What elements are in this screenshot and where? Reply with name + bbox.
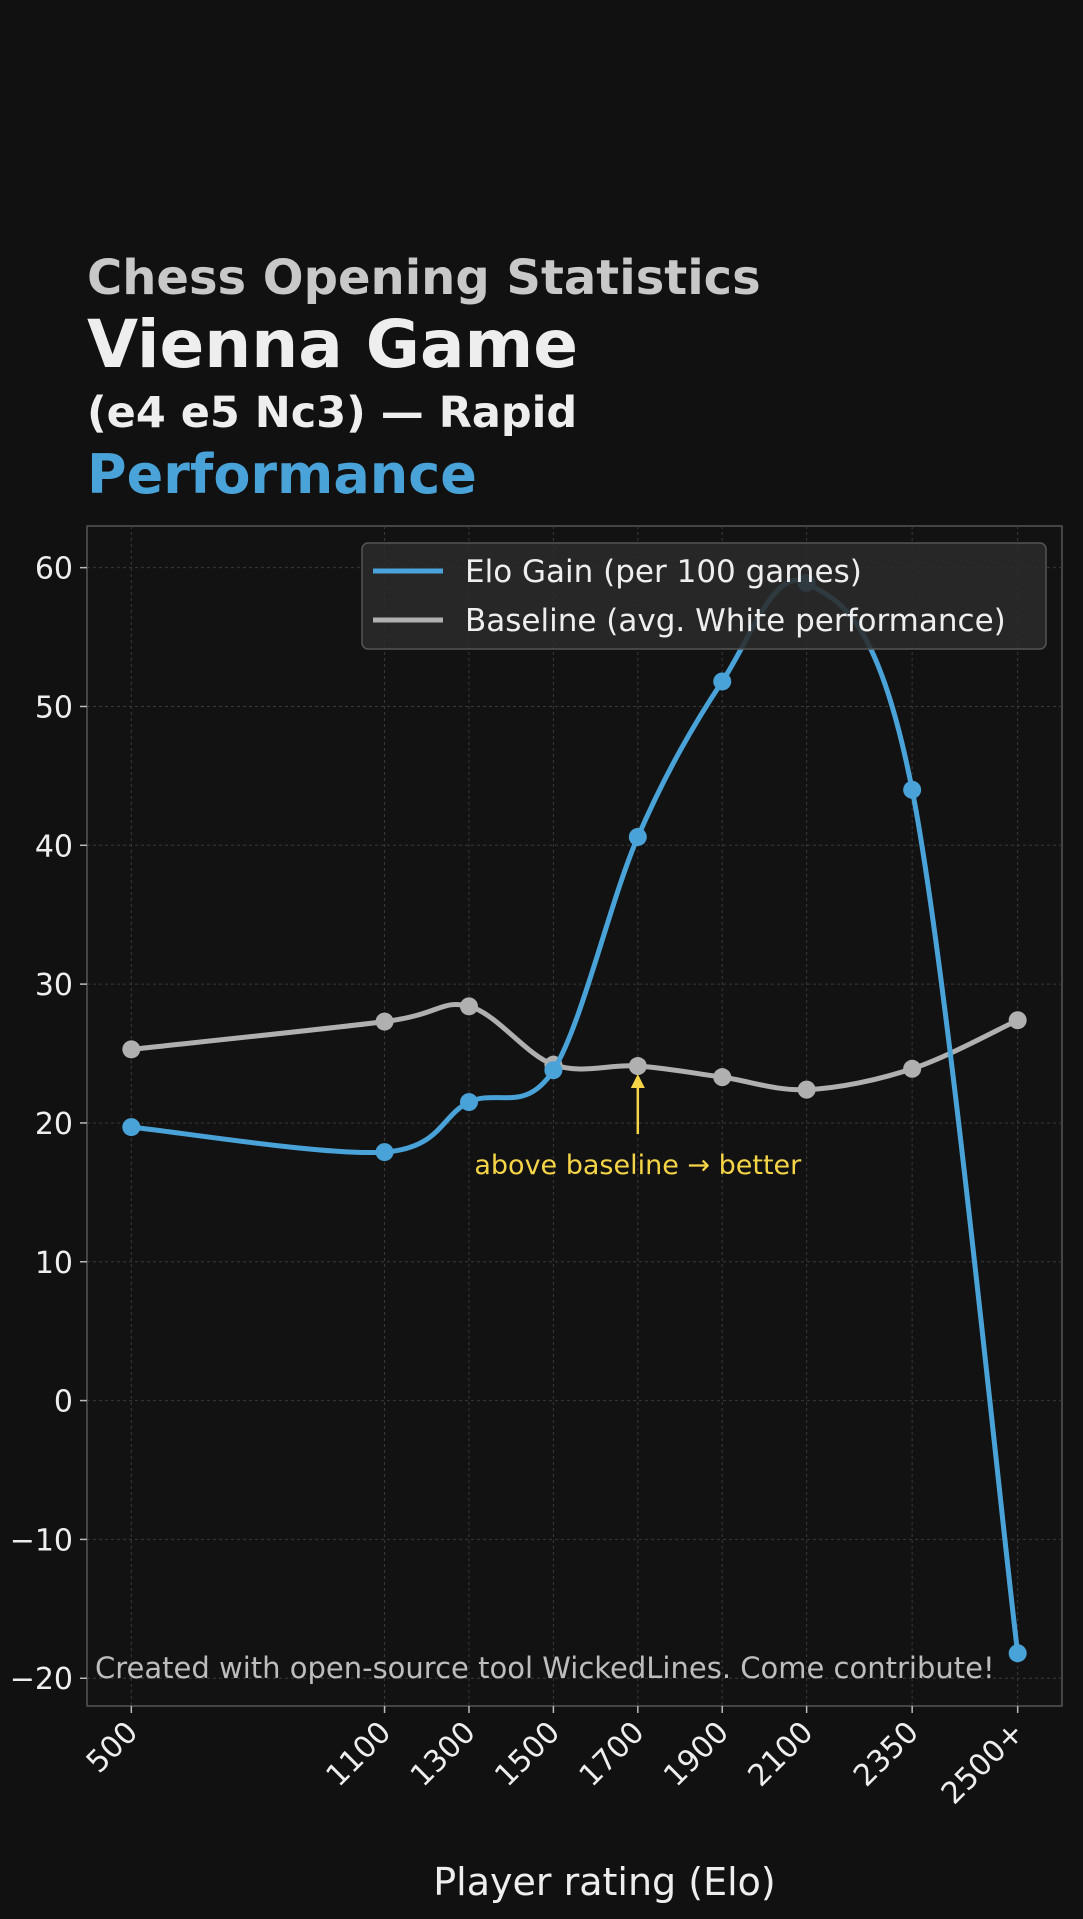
y-tick-label: 60 — [35, 552, 73, 587]
chart-accent-title: Performance — [87, 443, 477, 506]
elo-gain-point — [713, 672, 732, 691]
x-tick-label: 2500+ — [935, 1715, 1032, 1812]
footer-credit: Created with open-source tool WickedLine… — [95, 1651, 995, 1685]
elo-gain-point — [122, 1118, 141, 1137]
x-tick-label: 1900 — [657, 1715, 736, 1794]
baseline-point — [1008, 1011, 1027, 1030]
elo-gain-point — [544, 1061, 563, 1080]
annotation-arrow-head — [630, 1074, 645, 1089]
baseline-point — [375, 1012, 394, 1031]
elo-gain-point — [375, 1143, 394, 1162]
elo-gain-legend-label: Elo Gain (per 100 games) — [465, 554, 862, 590]
legend-box — [361, 542, 1047, 650]
plot-area — [86, 525, 1063, 1707]
x-tick-label: 2350 — [847, 1715, 926, 1794]
y-tick-label: 20 — [35, 1107, 73, 1142]
elo-gain-point — [1008, 1644, 1027, 1663]
y-tick-label: 0 — [54, 1385, 73, 1420]
y-tick-label: 40 — [35, 829, 73, 864]
y-tick-label: 30 — [35, 968, 73, 1003]
chart-title: Vienna Game — [87, 306, 579, 383]
elo-gain-point — [459, 1093, 478, 1112]
x-axis-label: Player rating (Elo) — [433, 1860, 775, 1904]
baseline-point — [122, 1040, 141, 1059]
baseline-point — [459, 997, 478, 1016]
baseline-point — [713, 1068, 732, 1087]
baseline-legend-label: Baseline (avg. White performance) — [465, 603, 1006, 639]
baseline-point — [628, 1057, 647, 1076]
y-tick-label: 10 — [35, 1246, 73, 1281]
elo-gain-line — [128, 577, 1021, 1656]
chart-kicker: Chess Opening Statistics — [87, 250, 761, 306]
baseline-point — [903, 1059, 922, 1078]
x-tick-label: 2100 — [742, 1715, 821, 1794]
baseline-point — [797, 1080, 816, 1099]
y-tick-label: −10 — [10, 1523, 73, 1558]
elo-gain-point — [628, 827, 647, 846]
x-tick-label: 1700 — [573, 1715, 652, 1794]
chart-subtitle: (e4 e5 Nc3) — Rapid — [87, 388, 578, 438]
y-tick-label: −20 — [10, 1662, 73, 1697]
title-block: Chess Opening Statistics Vienna Game (e4… — [87, 250, 761, 510]
x-tick-label: 1300 — [404, 1715, 483, 1794]
y-tick-label: 50 — [35, 690, 73, 725]
x-tick-label: 1500 — [488, 1715, 567, 1794]
annotation-label: above baseline → better — [474, 1150, 802, 1181]
x-tick-label: 1100 — [319, 1715, 398, 1794]
x-tick-label: 500 — [80, 1715, 145, 1780]
elo-gain-point — [903, 780, 922, 799]
